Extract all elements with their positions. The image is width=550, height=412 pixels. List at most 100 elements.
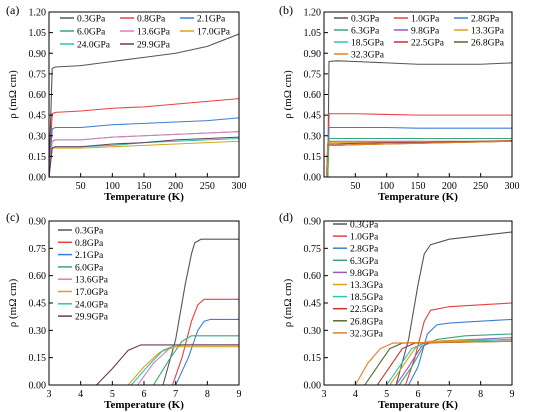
legend-entry-2.1GPa: 2.1GPa [75,251,104,261]
y-tick-label: 0.75 [29,244,47,255]
y-tick-label: 0.30 [29,326,47,337]
x-tick-label: 50 [350,181,360,192]
series-line-1.0GPa [324,302,512,385]
y-tick-label: 0.45 [29,111,47,122]
legend-entry-22.5GPa: 22.5GPa [350,305,384,315]
y-tick-label: 1.20 [29,8,47,19]
legend-entry-17.0GPa: 17.0GPa [75,288,109,298]
legend-entry-0.3GPa: 0.3GPa [77,15,106,25]
legend-entry-6.3GPa: 6.3GPa [351,27,380,37]
series-line-26.8GPa [324,140,512,177]
series-line-0.8GPa [49,298,239,385]
y-tick-label: 0.60 [29,271,47,282]
legend: 0.3GPa 1.0GPa 2.8GPa 6.3GPa 9.8GPa 13.3GPa 18.… [334,15,505,61]
y-tick-label: 0.90 [29,217,47,228]
x-tick-label: 300 [232,181,247,192]
x-axis-label: Temperature (K) [104,191,184,203]
y-tick-label: 0.15 [304,152,322,163]
x-tick-label: 200 [168,181,183,192]
panel-label: (b) [279,3,293,17]
panel-label: (a) [6,3,19,17]
x-axis-label: Temperature (K) [104,399,184,411]
x-tick-label: 3 [322,389,327,400]
legend-entry-2.1GPa: 2.1GPa [197,15,226,25]
series-lines [324,60,512,177]
panel-label: (d) [279,210,293,224]
y-axis-label: ρ (mΩ cm) [282,278,294,327]
chart-panel-0: (a) 0.00 0.15 0.30 0.45 0.60 0.75 0.90 1.05 1.20 5… [6,3,247,203]
x-tick-label: 8 [205,389,210,400]
x-tick-label: 6 [416,389,421,400]
series-line-13.3GPa [324,140,512,177]
y-tick-label: 0.45 [29,299,47,310]
series-line-13.6GPa [49,344,239,385]
x-tick-label: 4 [353,389,358,400]
legend-entry-13.3GPa: 13.3GPa [471,27,505,37]
series-line-26.8GPa [324,340,512,385]
y-tick-label: 0.60 [304,271,322,282]
x-axis-label: Temperature (K) [378,399,458,411]
legend-entry-2.8GPa: 2.8GPa [471,15,500,25]
y-tick-label: 0.30 [29,131,47,142]
legend-entry-9.8GPa: 9.8GPa [350,269,379,279]
series-line-2.1GPa [49,117,239,177]
x-tick-label: 7 [447,389,452,400]
legend-entry-0.3GPa: 0.3GPa [350,221,379,231]
x-tick-label: 7 [173,389,178,400]
series-line-18.5GPa [324,338,512,385]
legend-entry-26.8GPa: 26.8GPa [350,317,384,327]
x-tick-label: 50 [76,181,86,192]
x-tick-label: 250 [200,181,215,192]
series-line-22.5GPa [324,340,512,385]
legend-entry-24.0GPa: 24.0GPa [75,300,109,310]
y-tick-label: 0.75 [304,244,322,255]
x-tick-label: 150 [137,181,152,192]
y-tick-label: 0.15 [29,353,47,364]
legend-entry-29.9GPa: 29.9GPa [137,41,171,51]
x-tick-label: 150 [411,181,426,192]
y-tick-label: 0.00 [29,173,47,184]
x-tick-label: 5 [384,389,389,400]
legend-entry-32.3GPa: 32.3GPa [351,51,385,61]
legend-entry-0.8GPa: 0.8GPa [75,239,104,249]
y-tick-label: 0.15 [29,152,47,163]
series-line-24.0GPa [49,344,239,385]
y-tick-label: 0.90 [304,49,322,60]
x-tick-label: 250 [473,181,488,192]
series-line-29.9GPa [49,136,239,177]
chart-panel-3: (d) 0.00 0.15 0.30 0.45 0.60 0.75 0.90 3 4 5 6 7 8 9 Te… [279,210,515,411]
x-tick-label: 100 [105,181,120,192]
y-tick-label: 0.30 [304,326,322,337]
legend-entry-6.0GPa: 6.0GPa [77,28,106,38]
legend-entry-0.3GPa: 0.3GPa [75,227,104,237]
series-line-17.0GPa [49,346,239,385]
series-line-22.5GPa [324,140,512,177]
y-tick-label: 0.75 [29,69,47,80]
x-tick-label: 9 [510,389,515,400]
y-tick-label: 0.00 [304,381,322,392]
legend-entry-18.5GPa: 18.5GPa [351,39,385,49]
series-line-32.3GPa [324,140,512,177]
series-lines [49,33,239,177]
x-axis-label: Temperature (K) [378,191,458,203]
series-line-2.8GPa [324,126,512,177]
legend-entry-1.0GPa: 1.0GPa [411,15,440,25]
legend-entry-2.8GPa: 2.8GPa [350,245,379,255]
legend-entry-13.6GPa: 13.6GPa [75,276,109,286]
x-tick-label: 5 [110,389,115,400]
series-line-0.8GPa [49,98,239,177]
legend-entry-13.6GPa: 13.6GPa [137,28,171,38]
series-line-13.3GPa [324,338,512,385]
x-tick-label: 300 [505,181,520,192]
series-line-18.5GPa [324,140,512,177]
y-tick-label: 1.20 [304,8,322,19]
legend-entry-0.3GPa: 0.3GPa [351,15,380,25]
x-tick-label: 200 [442,181,457,192]
series-line-24.0GPa [49,137,239,177]
series-line-6.0GPa [49,335,239,385]
y-tick-label: 0.75 [304,69,322,80]
panel-label: (c) [6,210,19,224]
y-tick-label: 0.90 [304,217,322,228]
series-lines [49,238,239,385]
